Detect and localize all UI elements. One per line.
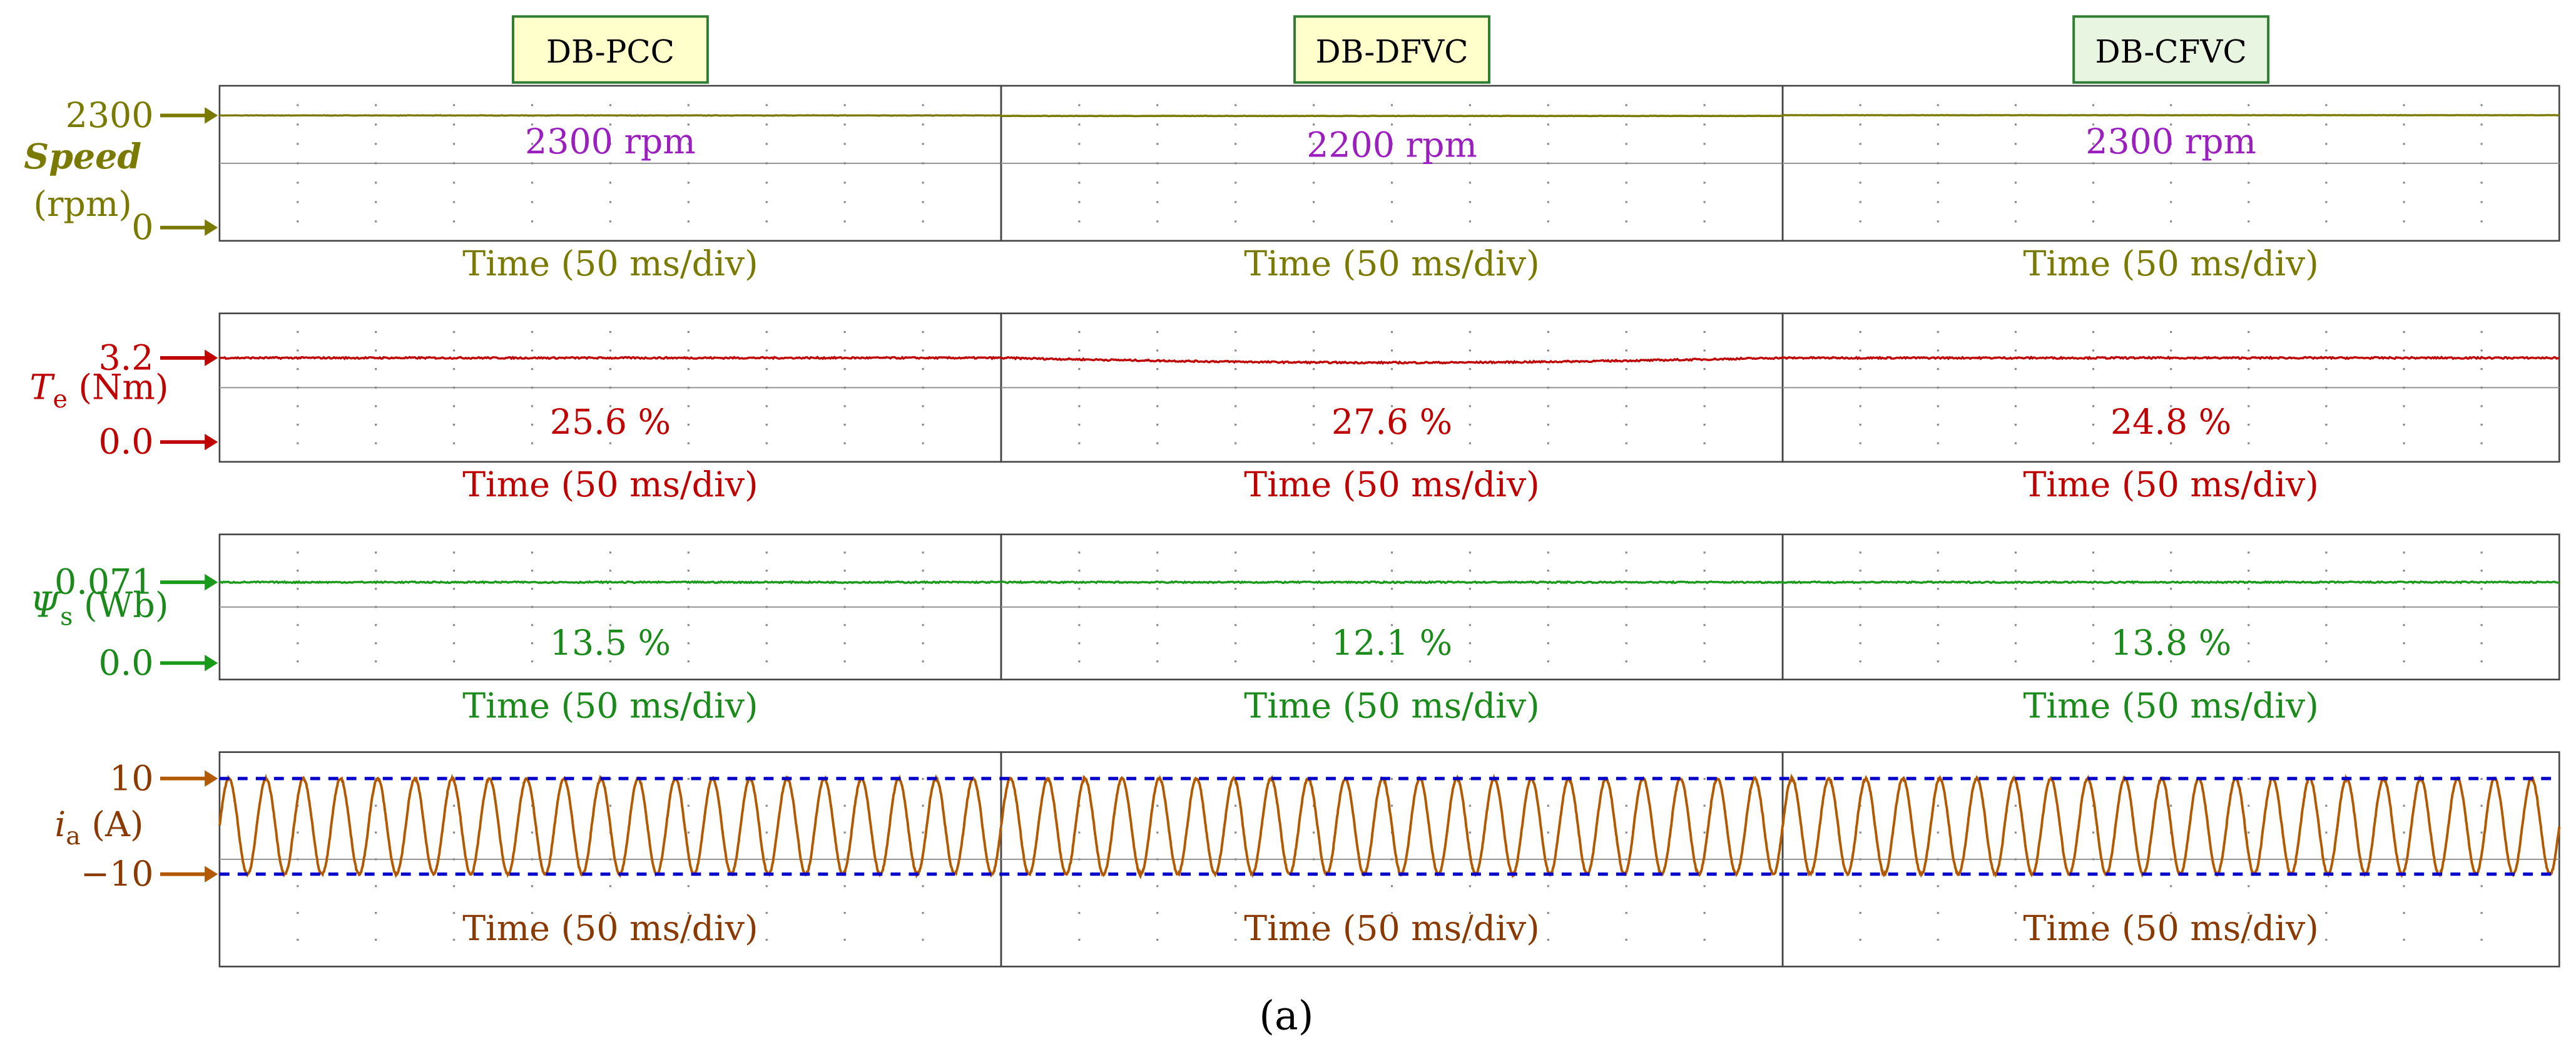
grid-dots — [1859, 104, 2483, 223]
scope-grids — [218, 84, 2560, 968]
grid-dots — [1078, 330, 1706, 444]
flux-axis-title: Ψs (Wb) — [30, 586, 169, 632]
flux-y-min-label: 0.0 — [98, 643, 153, 683]
current-trace-3 — [1781, 773, 2561, 878]
grid-dots — [1859, 330, 2483, 444]
grid-dots — [1859, 551, 2483, 663]
torque-y-min-label: 0.0 — [98, 422, 153, 463]
method-tag-label: DB-PCC — [546, 34, 675, 70]
speed-axis-title: Speed — [24, 136, 141, 177]
current-time-scale-2: Time (50 ms/div) — [1244, 909, 1539, 949]
flux-time-scale-2: Time (50 ms/div) — [1244, 686, 1539, 726]
torque-trace-2 — [1000, 356, 1783, 365]
torque-time-scale-1: Time (50 ms/div) — [462, 465, 758, 505]
grid-dots — [297, 330, 924, 444]
axis-marker-arrowhead — [205, 349, 218, 367]
axis-marker-arrowhead — [205, 655, 218, 672]
speed-annotation-3: 2300 rpm — [2085, 122, 2256, 162]
axis-marker-arrowhead — [205, 770, 218, 787]
flux-trace-3 — [1782, 580, 2560, 585]
speed-axis-unit: (rpm) — [33, 185, 132, 225]
grid-dots — [1078, 104, 1706, 223]
current-time-scale-1: Time (50 ms/div) — [462, 909, 758, 949]
speed-y-max-label: 2300 — [66, 96, 154, 136]
current-trace-2 — [1000, 773, 1784, 880]
flux-annotation-1: 13.5 % — [550, 623, 671, 663]
axis-marker-arrowhead — [205, 866, 218, 883]
method-tag-box — [511, 15, 709, 84]
current-trace-1 — [218, 774, 1002, 879]
method-tag-box — [1293, 15, 1490, 84]
current-y-min-label: −10 — [81, 854, 154, 894]
speed-time-scale-1: Time (50 ms/div) — [462, 244, 758, 284]
torque-trace-1 — [219, 356, 1002, 361]
grid-dots — [1859, 777, 2483, 941]
speed-time-scale-3: Time (50 ms/div) — [2023, 244, 2318, 284]
torque-trace-3 — [1782, 355, 2560, 361]
torque-annotation-2: 27.6 % — [1331, 402, 1452, 443]
flux-time-scale-1: Time (50 ms/div) — [462, 686, 758, 726]
torque-y-max-label: 3.2 — [98, 338, 153, 378]
method-tag-box — [2072, 15, 2270, 84]
torque-axis-title: Te (Nm) — [30, 368, 169, 414]
speed-trace-1 — [219, 114, 1001, 117]
flux-annotation-2: 12.1 % — [1331, 623, 1452, 663]
axis-marker-arrowhead — [205, 107, 218, 124]
current-axis-title: ia (A) — [55, 805, 144, 851]
method-tag-label: DB-CFVC — [2095, 34, 2247, 70]
axis-marker-arrowhead — [205, 219, 218, 236]
torque-time-scale-2: Time (50 ms/div) — [1244, 465, 1539, 505]
flux-time-scale-3: Time (50 ms/div) — [2023, 686, 2318, 726]
current-time-scale-3: Time (50 ms/div) — [2023, 909, 2318, 949]
speed-y-min-label: 0 — [131, 208, 153, 248]
speed-annotation-2: 2200 rpm — [1306, 125, 1477, 165]
speed-annotation-1: 2300 rpm — [525, 122, 696, 162]
grid-dots — [1078, 551, 1706, 663]
flux-y-max-label: 0.071 — [54, 563, 153, 603]
panel-label: (a) — [1259, 992, 1313, 1038]
scope-texts: DB-PCC DB-DFVC DB-CFVC 2300 0 Speed (rpm) 3.2 0.… — [24, 15, 2319, 1038]
grid-dots — [297, 104, 924, 223]
method-tag-label: DB-DFVC — [1316, 34, 1469, 70]
grid-dots — [297, 551, 924, 663]
speed-time-scale-2: Time (50 ms/div) — [1244, 244, 1539, 284]
scope-traces — [218, 114, 2561, 880]
axis-marker-arrowhead — [205, 574, 218, 591]
flux-trace-1 — [219, 580, 1002, 585]
axis-marker-arrowhead — [205, 434, 218, 451]
current-y-max-label: 10 — [109, 759, 153, 799]
flux-annotation-3: 13.8 % — [2110, 623, 2231, 663]
torque-annotation-1: 25.6 % — [550, 402, 671, 443]
flux-trace-2 — [1000, 580, 1783, 585]
torque-annotation-3: 24.8 % — [2110, 402, 2231, 443]
torque-time-scale-3: Time (50 ms/div) — [2023, 465, 2318, 505]
